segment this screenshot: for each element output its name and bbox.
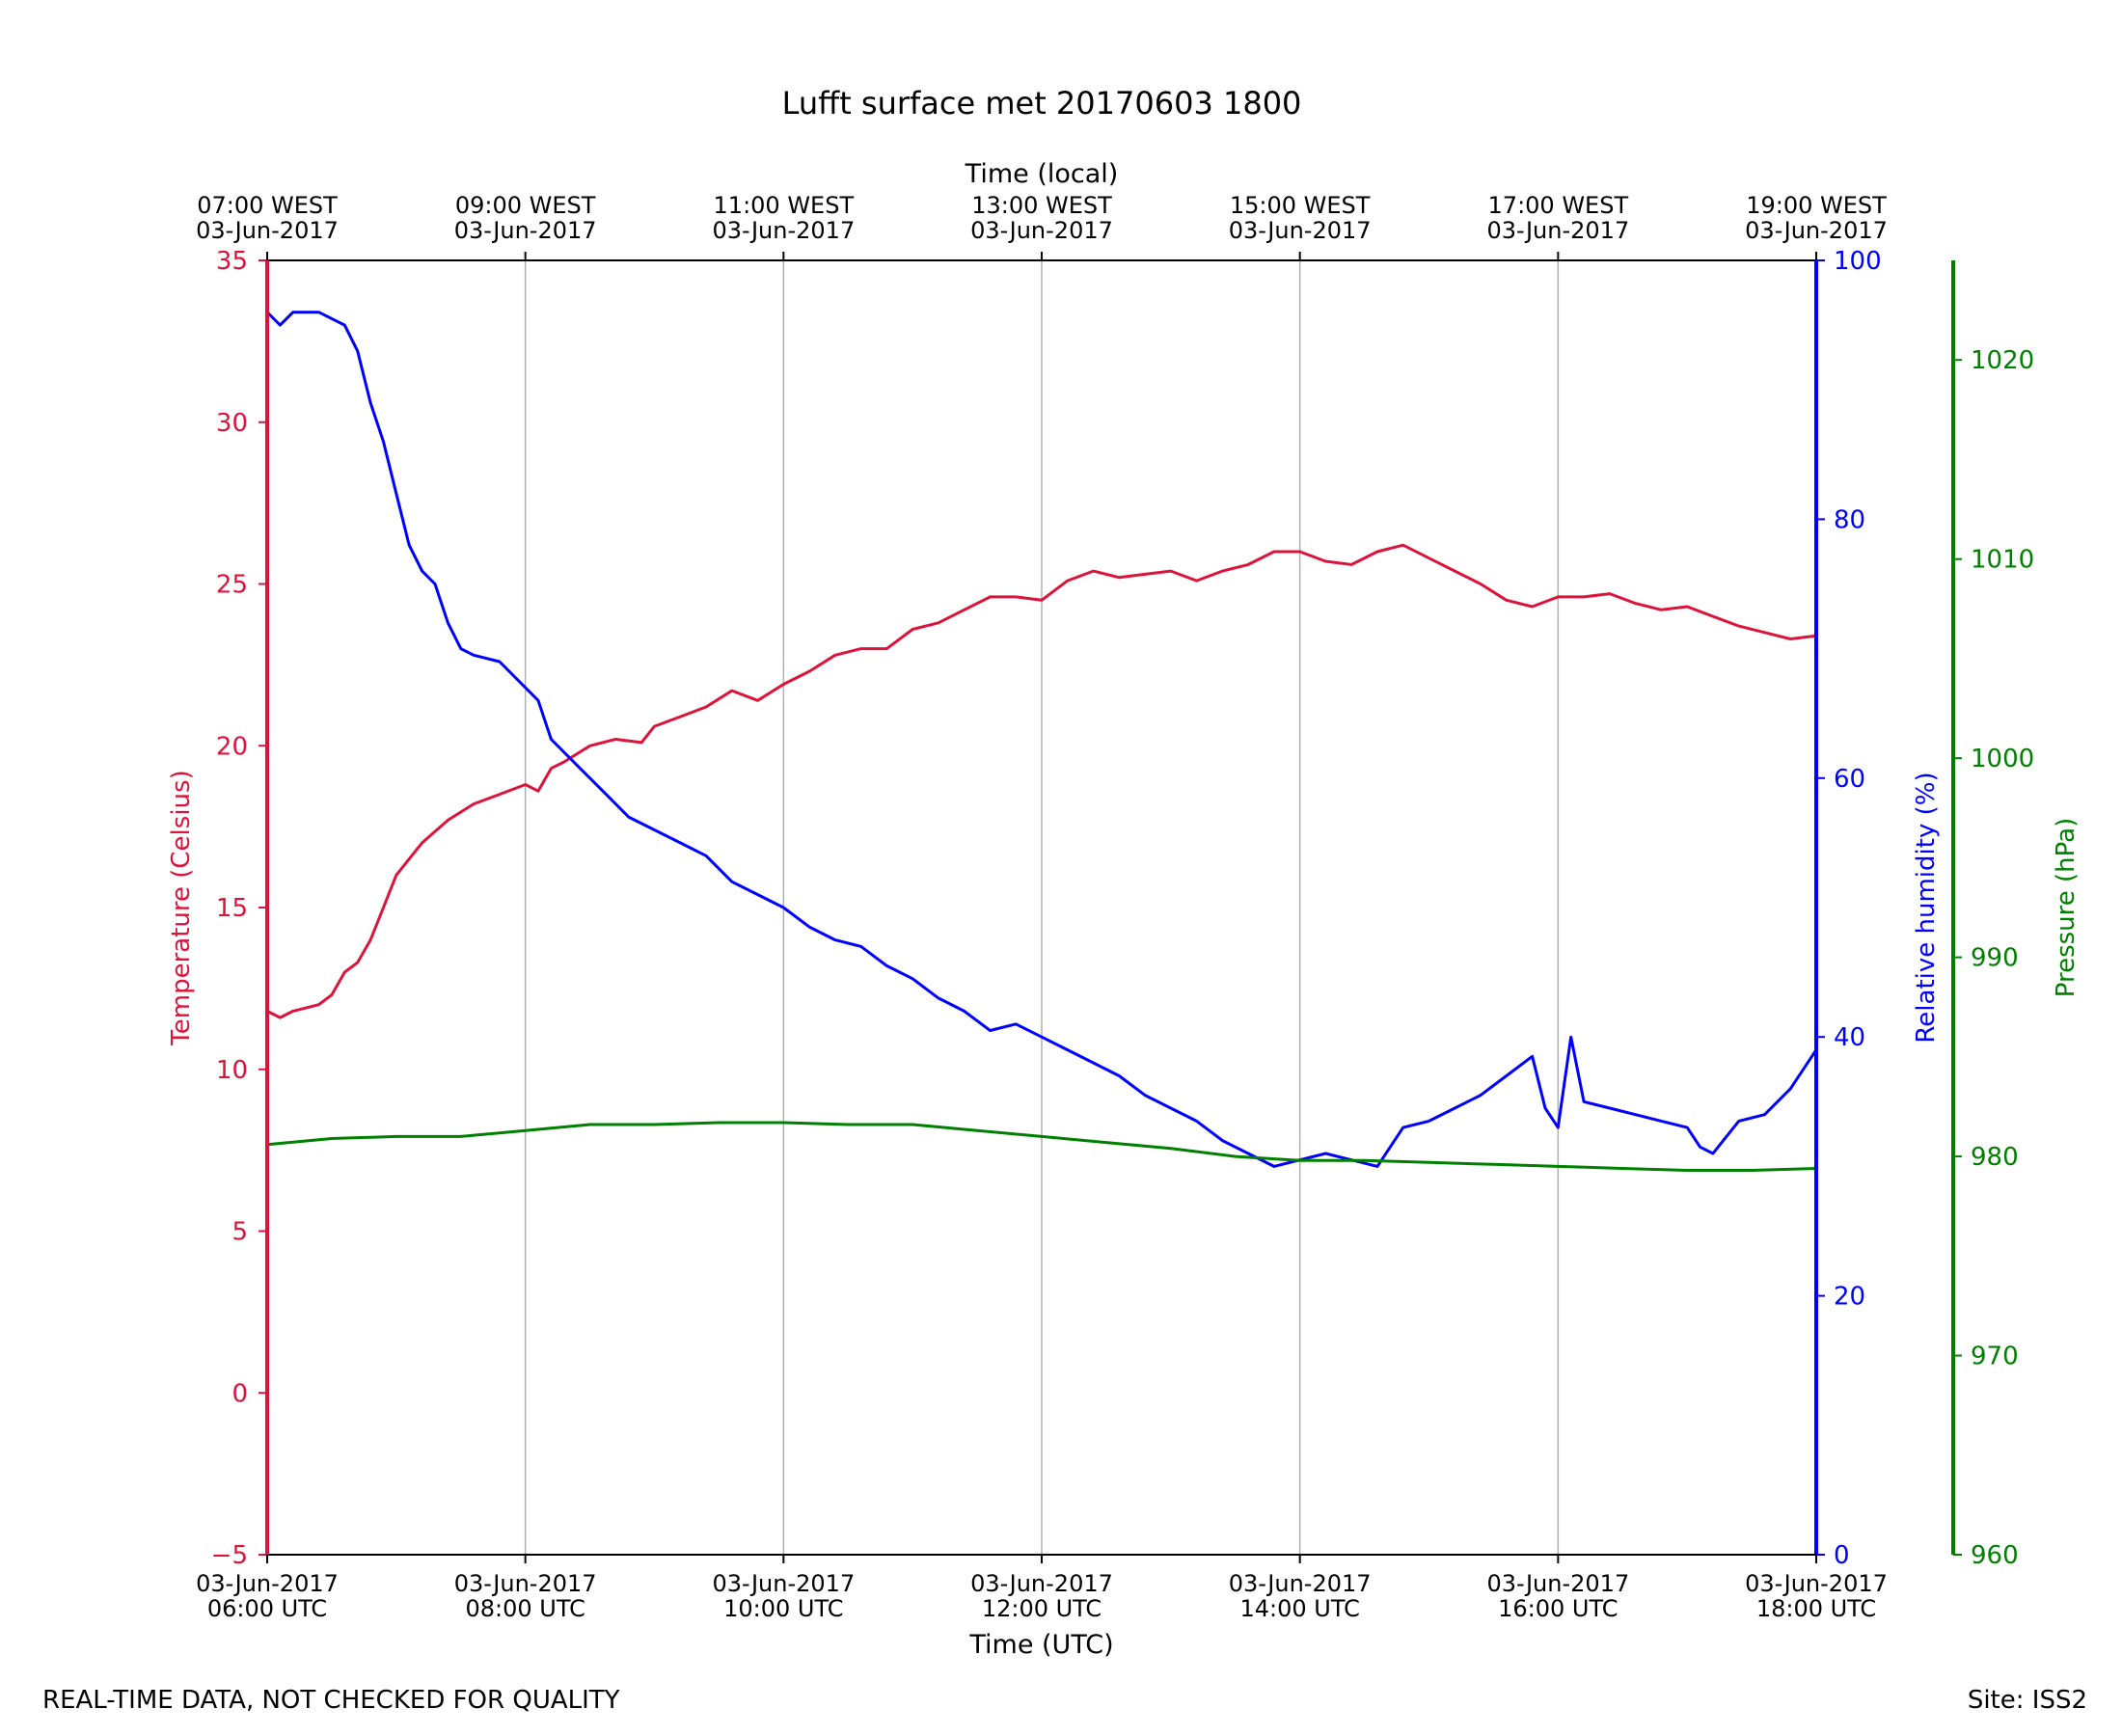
grid-lines bbox=[524, 260, 1560, 1555]
temperature-tick-label: 5 bbox=[231, 1218, 248, 1247]
temperature-tick-label: 25 bbox=[216, 571, 248, 600]
x-tick-label-local-date: 03-Jun-2017 bbox=[970, 217, 1113, 244]
x-tick-label-date: 03-Jun-2017 bbox=[1486, 1570, 1629, 1597]
x-tick-label-local: 19:00 WEST bbox=[1746, 192, 1887, 219]
x-tick-label-date: 03-Jun-2017 bbox=[1745, 1570, 1888, 1597]
series-line-pressure bbox=[266, 1121, 1817, 1172]
humidity-tick-label: 60 bbox=[1834, 765, 1865, 794]
x-tick-label-local: 09:00 WEST bbox=[455, 192, 596, 219]
x-axis-label-local: Time (local) bbox=[965, 159, 1119, 189]
series-line-temperature bbox=[266, 543, 1817, 1019]
x-tick-label-utc: 08:00 UTC bbox=[465, 1595, 585, 1622]
pressure-tick-label: 990 bbox=[1971, 944, 2019, 973]
temperature-tick-label: 10 bbox=[216, 1056, 248, 1085]
chart-title: Lufft surface met 20170603 1800 bbox=[782, 85, 1302, 122]
temperature-tick-label: −5 bbox=[211, 1541, 248, 1570]
humidity-tick-label: 40 bbox=[1834, 1023, 1865, 1052]
humidity-tick-label: 20 bbox=[1834, 1283, 1865, 1312]
humidity-axis-label: Relative humidity (%) bbox=[1912, 772, 1941, 1043]
x-tick-label-date: 03-Jun-2017 bbox=[712, 1570, 855, 1597]
x-tick-label-date: 03-Jun-2017 bbox=[196, 1570, 339, 1597]
pressure-tick-label: 1010 bbox=[1971, 546, 2034, 575]
series-layer bbox=[265, 311, 1818, 1172]
temperature-axis-label: Temperature (Celsius) bbox=[167, 770, 196, 1045]
x-tick-label-local: 07:00 WEST bbox=[197, 192, 338, 219]
x-tick-label-date: 03-Jun-2017 bbox=[970, 1570, 1113, 1597]
pressure-tick-label: 980 bbox=[1971, 1143, 2019, 1172]
pressure-tick-label: 1000 bbox=[1971, 745, 2034, 773]
x-tick-label-utc: 06:00 UTC bbox=[207, 1595, 327, 1622]
series-line-relative-humidity bbox=[265, 311, 1818, 1168]
humidity-tick-label: 0 bbox=[1834, 1541, 1850, 1570]
x-tick-label-date: 03-Jun-2017 bbox=[454, 1570, 597, 1597]
x-tick-label-local-date: 03-Jun-2017 bbox=[1745, 217, 1888, 244]
x-tick-label-local: 13:00 WEST bbox=[971, 192, 1112, 219]
pressure-tick-label: 960 bbox=[1971, 1541, 2019, 1570]
x-tick-label-utc: 10:00 UTC bbox=[723, 1595, 843, 1622]
temperature-tick-label: 35 bbox=[216, 247, 248, 276]
x-tick-label-local: 11:00 WEST bbox=[714, 192, 855, 219]
axes-layer bbox=[258, 252, 1962, 1563]
x-tick-label-utc: 18:00 UTC bbox=[1756, 1595, 1876, 1622]
humidity-tick-label: 100 bbox=[1834, 247, 1882, 276]
site-label: Site: ISS2 bbox=[1967, 1686, 2087, 1715]
text-layer: −5 0 5 10 15 20 25 30 35 Temperature (Celsius) 0 20… bbox=[167, 85, 2081, 1660]
x-tick-label-local-date: 03-Jun-2017 bbox=[1229, 217, 1372, 244]
x-tick-label-local-date: 03-Jun-2017 bbox=[454, 217, 597, 244]
temperature-tick-label: 15 bbox=[216, 894, 248, 923]
temperature-tick-label: 30 bbox=[216, 409, 248, 438]
humidity-tick-label: 80 bbox=[1834, 505, 1865, 534]
x-tick-label-utc: 14:00 UTC bbox=[1239, 1595, 1359, 1622]
x-tick-label-local-date: 03-Jun-2017 bbox=[712, 217, 855, 244]
pressure-tick-label: 970 bbox=[1971, 1343, 2019, 1371]
x-axis-label-utc: Time (UTC) bbox=[968, 1630, 1113, 1660]
x-tick-label-date: 03-Jun-2017 bbox=[1229, 1570, 1372, 1597]
temperature-tick-label: 0 bbox=[231, 1379, 248, 1408]
x-tick-label-local: 15:00 WEST bbox=[1230, 192, 1371, 219]
x-tick-label-utc: 12:00 UTC bbox=[982, 1595, 1102, 1622]
quality-disclaimer: REAL-TIME DATA, NOT CHECKED FOR QUALITY bbox=[42, 1686, 620, 1715]
temperature-tick-label: 20 bbox=[216, 732, 248, 761]
x-tick-label-local: 17:00 WEST bbox=[1488, 192, 1629, 219]
x-tick-label-local-date: 03-Jun-2017 bbox=[196, 217, 339, 244]
x-tick-label-utc: 16:00 UTC bbox=[1498, 1595, 1618, 1622]
pressure-tick-label: 1020 bbox=[1971, 346, 2034, 375]
pressure-axis-label: Pressure (hPa) bbox=[2052, 818, 2081, 998]
x-tick-label-local-date: 03-Jun-2017 bbox=[1486, 217, 1629, 244]
